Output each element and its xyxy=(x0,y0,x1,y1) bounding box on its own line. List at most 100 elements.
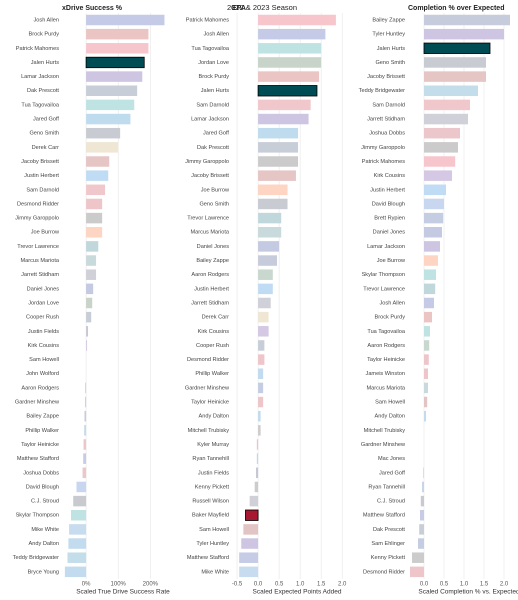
category-label: Kirk Cousins xyxy=(28,343,60,349)
category-label: Justin Herbert xyxy=(24,173,59,179)
bar xyxy=(419,524,424,535)
bar xyxy=(423,467,424,479)
bar xyxy=(258,354,265,365)
category-label: Sam Howell xyxy=(199,527,229,533)
category-label: Ryan Tannehill xyxy=(368,484,405,490)
bar xyxy=(424,382,428,394)
category-label: Jimmy Garoppolo xyxy=(361,145,405,151)
bar xyxy=(424,283,436,295)
x-tick-label: 2.0 xyxy=(338,582,347,588)
category-label: Matthew Stafford xyxy=(187,555,229,561)
bar xyxy=(258,28,326,40)
bar xyxy=(256,453,259,464)
category-label: Trevor Lawrence xyxy=(17,244,59,250)
bar xyxy=(86,113,131,125)
bar xyxy=(76,481,87,493)
bar xyxy=(258,14,336,26)
bar xyxy=(258,99,311,111)
category-label: Joe Burrow xyxy=(31,230,60,236)
category-label: Jameis Winston xyxy=(366,371,405,377)
category-label: Brock Purdy xyxy=(375,315,406,321)
category-label: Tyler Huntley xyxy=(196,541,229,547)
bar xyxy=(424,57,486,68)
bar xyxy=(424,198,444,210)
bar xyxy=(424,28,504,40)
category-label: Kenny Pickett xyxy=(371,555,406,561)
category-label: Mike White xyxy=(201,569,229,575)
x-tick-label: 1.0 xyxy=(460,582,469,588)
bar xyxy=(424,326,430,337)
bar xyxy=(423,42,491,54)
bar xyxy=(73,495,87,507)
bar xyxy=(86,326,89,337)
bar xyxy=(424,127,460,139)
category-label: Matthew Stafford xyxy=(17,456,59,462)
bar xyxy=(424,85,478,96)
bar xyxy=(239,566,259,578)
bar xyxy=(86,142,119,153)
category-label: Desmond Ridder xyxy=(17,201,59,207)
bar xyxy=(412,552,424,563)
category-label: Aaron Rodgers xyxy=(21,385,59,391)
category-label: Brock Purdy xyxy=(29,32,60,38)
bar xyxy=(86,156,110,167)
x-axis-title: Scaled Completion % vs. Expected xyxy=(418,589,518,596)
category-label: Aaron Rodgers xyxy=(191,272,229,278)
bar xyxy=(258,57,322,68)
category-label: Mitchell Trubisky xyxy=(364,428,406,434)
x-tick-label: 100% xyxy=(111,582,127,588)
bar xyxy=(70,510,87,521)
category-label: Skylar Thompson xyxy=(362,272,405,278)
category-label: Daniel Jones xyxy=(27,286,60,292)
category-label: Lamar Jackson xyxy=(21,74,59,80)
category-label: Josh Allen xyxy=(34,17,60,23)
bar xyxy=(424,99,470,111)
bar xyxy=(258,127,299,139)
category-label: Jared Goff xyxy=(203,131,229,137)
category-label: Jacoby Brissett xyxy=(367,74,405,80)
bar xyxy=(86,170,109,181)
category-label: Sam Ehlinger xyxy=(371,541,405,547)
x-tick-label: 200% xyxy=(143,582,159,588)
category-label: Derek Carr xyxy=(32,145,59,151)
category-label: Desmond Ridder xyxy=(363,569,405,575)
bar xyxy=(83,439,87,450)
bar xyxy=(424,297,434,309)
category-label: Taylor Heinicke xyxy=(21,442,59,448)
category-label: Josh Allen xyxy=(204,32,230,38)
bar xyxy=(258,113,309,125)
bar xyxy=(258,311,269,323)
bar xyxy=(424,241,440,252)
bar xyxy=(241,538,259,549)
category-label: Brock Purdy xyxy=(199,74,230,80)
category-label: Phillip Walker xyxy=(195,371,229,377)
panel-title: xDrive Success % xyxy=(62,5,123,12)
bar xyxy=(258,227,282,238)
bar xyxy=(258,241,280,252)
bar xyxy=(410,566,424,578)
category-label: Dak Prescott xyxy=(27,88,59,94)
bar xyxy=(258,269,273,280)
bar xyxy=(424,142,458,153)
bar xyxy=(86,255,97,266)
bar xyxy=(86,340,88,351)
bar xyxy=(424,396,428,408)
bar xyxy=(243,524,259,535)
category-label: Sam Howell xyxy=(375,400,405,406)
category-label: Aaron Rodgers xyxy=(367,343,405,349)
bar xyxy=(258,326,269,337)
bar xyxy=(64,566,87,578)
bar xyxy=(424,340,430,351)
bar xyxy=(424,184,446,196)
bar xyxy=(86,269,97,280)
category-label: Tua Tagovailoa xyxy=(191,46,230,52)
bar xyxy=(86,71,143,82)
bar xyxy=(424,368,428,379)
bar xyxy=(258,71,320,82)
category-label: Joe Burrow xyxy=(201,187,230,193)
category-label: Taylor Heinicke xyxy=(367,357,405,363)
category-label: Joshua Dobbs xyxy=(23,470,59,476)
x-tick-label: 0% xyxy=(82,582,91,588)
category-label: Jared Goff xyxy=(33,117,59,123)
category-label: Matthew Stafford xyxy=(363,513,405,519)
